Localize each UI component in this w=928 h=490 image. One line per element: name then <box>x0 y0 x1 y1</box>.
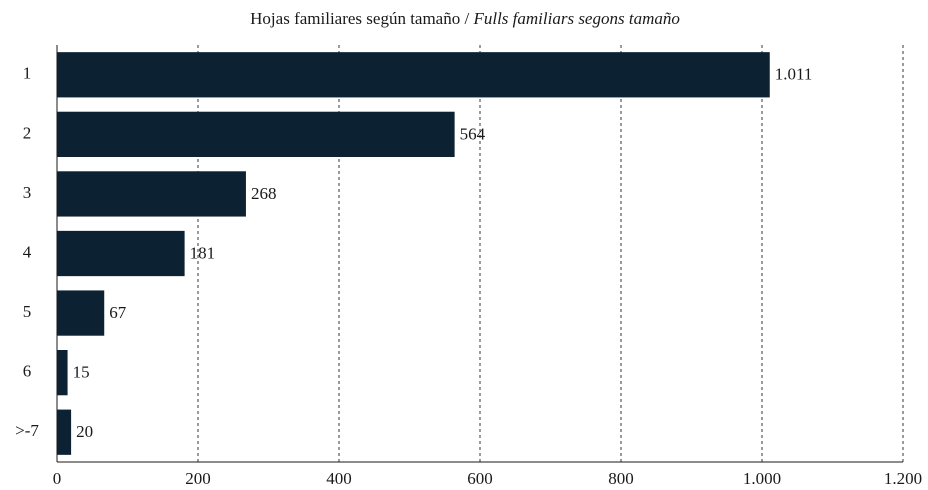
y-tick-label: >-7 <box>15 421 39 440</box>
bar <box>57 171 246 217</box>
title-translation: Fulls familiars segons tamaño <box>472 9 679 28</box>
y-tick-label: 3 <box>23 183 32 202</box>
x-tick-label: 600 <box>467 469 493 488</box>
value-label: 181 <box>190 243 216 262</box>
y-tick-label: 5 <box>23 302 32 321</box>
bar <box>57 409 72 455</box>
value-label: 564 <box>460 124 486 143</box>
x-tick-label: 0 <box>53 469 62 488</box>
value-label: 15 <box>73 363 90 382</box>
y-tick-label: 6 <box>23 362 32 381</box>
y-tick-label: 1 <box>23 64 32 83</box>
bar <box>57 230 185 277</box>
value-label: 1.011 <box>775 65 813 84</box>
value-label: 67 <box>109 303 127 322</box>
x-tick-label: 400 <box>326 469 352 488</box>
bar <box>57 111 455 157</box>
x-tick-label: 1.000 <box>743 469 781 488</box>
x-tick-label: 800 <box>608 469 634 488</box>
x-tick-label: 1.200 <box>884 469 922 488</box>
bar <box>57 52 770 98</box>
value-label: 20 <box>76 422 93 441</box>
chart-title: Hojas familiares según tamaño / Fulls fa… <box>250 9 680 28</box>
y-tick-label: 4 <box>23 242 32 261</box>
title-main: Hojas familiares según tamaño / <box>250 9 469 28</box>
bar <box>57 290 105 336</box>
x-tick-label: 200 <box>185 469 211 488</box>
bar <box>57 350 68 396</box>
y-tick-label: 2 <box>23 123 32 142</box>
value-label: 268 <box>251 184 277 203</box>
